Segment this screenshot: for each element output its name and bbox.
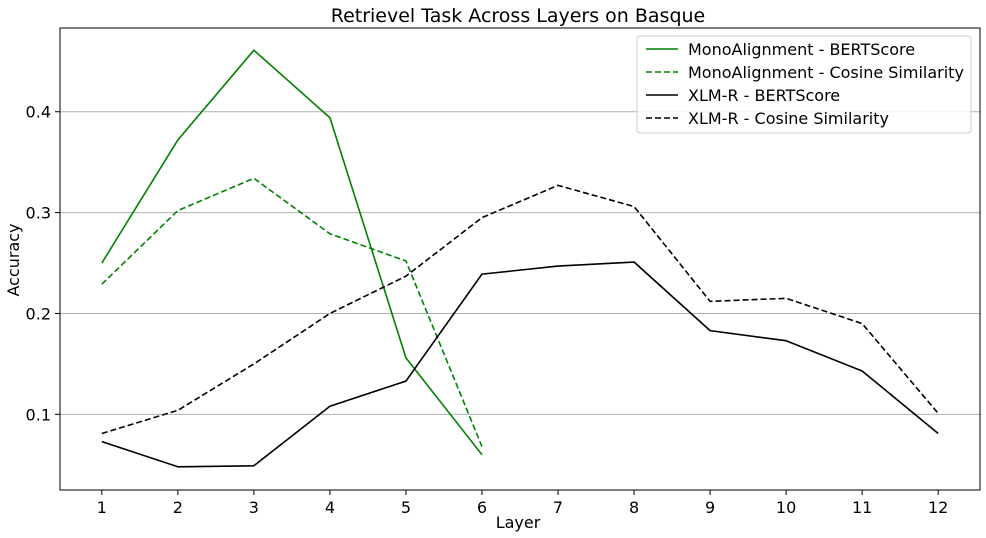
plot-frame bbox=[59, 27, 981, 491]
series-line-3 bbox=[101, 261, 939, 468]
x-axis-label: Layer bbox=[496, 513, 541, 532]
x-tick-label: 6 bbox=[477, 498, 487, 517]
x-tick-label: 1 bbox=[97, 498, 107, 517]
y-tick-label: 0.4 bbox=[26, 103, 51, 122]
x-tick-label: 5 bbox=[401, 498, 411, 517]
plot-series bbox=[101, 49, 939, 468]
x-tick-label: 7 bbox=[553, 498, 563, 517]
legend-label: MonoAlignment - BERTScore bbox=[688, 40, 915, 59]
x-tick-label: 10 bbox=[776, 498, 796, 517]
x-axis-ticks: 1 2 3 4 5 6 7 8 9 10 11 12 bbox=[97, 490, 948, 517]
x-tick-label: 12 bbox=[928, 498, 948, 517]
y-axis-ticks: 0.1 0.2 0.3 0.4 bbox=[26, 103, 60, 424]
series-line-1 bbox=[101, 49, 483, 456]
x-tick-label: 3 bbox=[249, 498, 259, 517]
chart-title: Retrievel Task Across Layers on Basque bbox=[331, 5, 706, 27]
x-tick-label: 4 bbox=[325, 498, 335, 517]
x-tick-label: 11 bbox=[852, 498, 872, 517]
legend-label: XLM-R - BERTScore bbox=[688, 86, 840, 105]
y-axis-label: Accuracy bbox=[4, 223, 23, 296]
x-tick-label: 8 bbox=[629, 498, 639, 517]
x-tick-label: 9 bbox=[705, 498, 715, 517]
series-line-2 bbox=[101, 177, 483, 447]
y-tick-label: 0.2 bbox=[26, 304, 51, 323]
y-tick-label: 0.1 bbox=[26, 405, 51, 424]
legend-box bbox=[636, 35, 972, 134]
y-tick-label: 0.3 bbox=[26, 204, 51, 223]
legend-label: XLM-R - Cosine Similarity bbox=[688, 109, 889, 128]
legend-label: MonoAlignment - Cosine Similarity bbox=[688, 63, 964, 82]
x-tick-label: 2 bbox=[173, 498, 183, 517]
legend: MonoAlignment - BERTScore MonoAlignment -… bbox=[636, 35, 972, 134]
grid-lines bbox=[60, 111, 980, 415]
series-line-4 bbox=[101, 184, 939, 435]
